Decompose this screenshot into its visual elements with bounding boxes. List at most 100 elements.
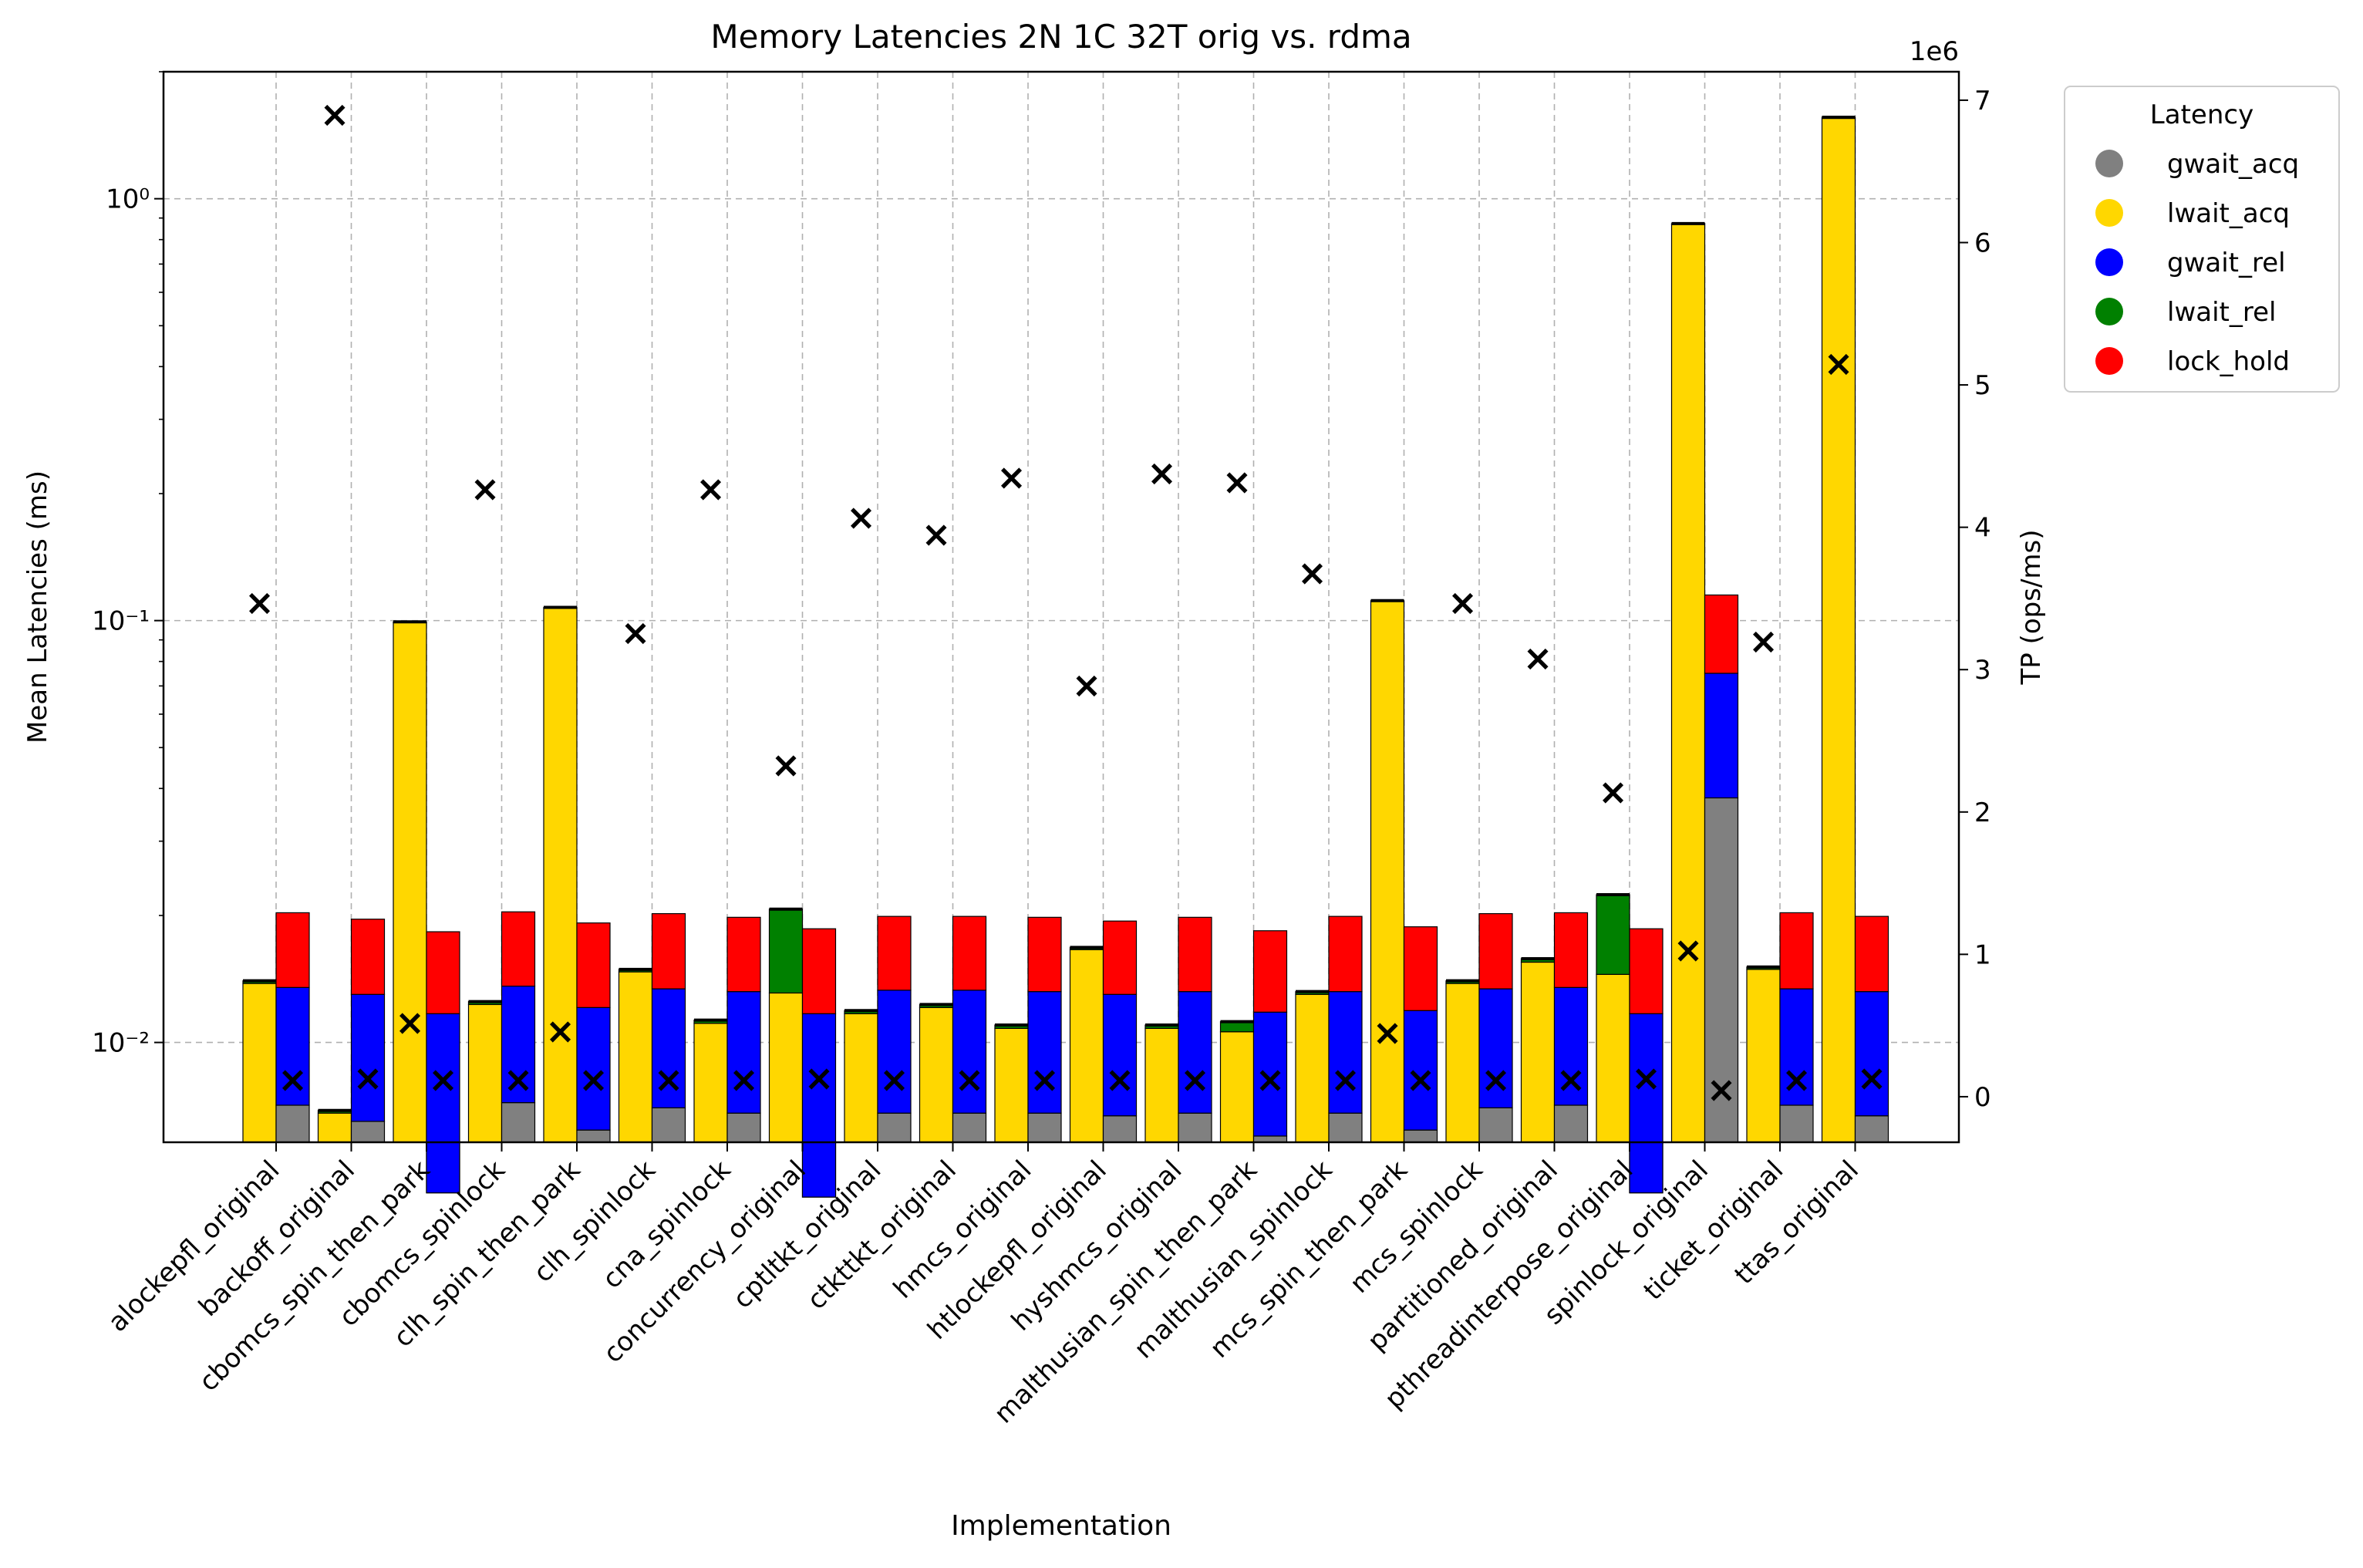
bar-rdma-gwait-rel	[1704, 673, 1739, 799]
throughput-marker-orig: ×	[395, 1002, 425, 1044]
bar-rdma-gwait-rel	[1779, 988, 1814, 1106]
bar-rdma-gwait-acq	[877, 1112, 912, 1143]
throughput-marker-orig: ×	[1523, 637, 1553, 679]
bar-rdma-lock-hold	[1102, 920, 1138, 995]
bar-rdma-gwait-acq	[1403, 1129, 1438, 1143]
bar-rdma-gwait-rel	[1102, 993, 1138, 1117]
bar-rdma-lock-hold	[1779, 912, 1814, 990]
y-right-tick-label: 4	[1974, 513, 1991, 544]
throughput-marker-rdma: ×	[804, 1057, 834, 1099]
bar-rdma-gwait-rel	[877, 990, 912, 1114]
throughput-marker-orig: ×	[696, 467, 726, 509]
throughput-marker-rdma: ×	[1707, 1068, 1737, 1110]
bar-rdma-gwait-acq	[501, 1102, 536, 1143]
throughput-marker-orig: ×	[244, 582, 275, 623]
bar-rdma-lock-hold	[1252, 930, 1288, 1013]
plot-frame	[162, 70, 1960, 1144]
throughput-marker-rdma: ×	[428, 1058, 458, 1100]
throughput-marker-orig: ×	[922, 514, 952, 555]
bar-rdma-lock-hold	[275, 912, 310, 988]
bar-rdma-gwait-rel	[275, 986, 310, 1106]
throughput-marker-rdma: ×	[1105, 1058, 1135, 1100]
legend-label: lwait_rel	[2167, 297, 2276, 328]
bar-rdma-gwait-rel	[726, 991, 761, 1114]
throughput-marker-rdma: ×	[1556, 1058, 1586, 1100]
bar-rdma-lock-hold	[1478, 912, 1513, 990]
y-right-tick-label: 7	[1974, 86, 1991, 116]
throughput-marker-orig: ×	[1222, 460, 1252, 502]
throughput-markers: ××××××××××××××××××××××××××××××××××××××××…	[244, 93, 1886, 1110]
bar-rdma-lock-hold	[1553, 912, 1589, 988]
throughput-marker-rdma: ×	[504, 1058, 534, 1100]
x-tick-label: cna_spinlock	[597, 1155, 737, 1295]
bar-rdma-gwait-acq	[576, 1129, 611, 1143]
bar-rdma-lock-hold	[426, 931, 460, 1014]
bar-orig-lwait-acq	[543, 607, 578, 1143]
legend-frame	[2064, 86, 2340, 393]
y-right-tick-label: 2	[1974, 797, 1991, 828]
y-right-tick-label: 0	[1974, 1082, 1991, 1113]
legend-swatch	[2095, 298, 2123, 325]
bar-orig-lwait-acq	[393, 622, 427, 1143]
throughput-marker-rdma: ×	[578, 1058, 608, 1100]
throughput-marker-orig: ×	[1598, 771, 1628, 813]
bar-orig-lwait-rel	[768, 909, 804, 994]
bar-orig-lwait-acq	[844, 1013, 878, 1143]
bar-rdma-gwait-acq	[952, 1112, 987, 1143]
bar-orig-lwait-acq	[1746, 969, 1781, 1143]
throughput-marker-rdma: ×	[1180, 1058, 1210, 1100]
bar-rdma-gwait-acq	[1704, 797, 1739, 1143]
bar-rdma-gwait-rel	[501, 985, 536, 1104]
bar-orig-lwait-acq	[242, 983, 277, 1143]
bar-rdma-gwait-acq	[1854, 1115, 1889, 1143]
throughput-marker-orig: ×	[1373, 1012, 1403, 1054]
bar-orig-lwait-acq	[693, 1023, 728, 1143]
bar-orig-lwait-acq	[1596, 973, 1630, 1143]
legend-label: gwait_rel	[2167, 248, 2286, 278]
throughput-marker-rdma: ×	[1406, 1058, 1436, 1100]
right-axis-offset-text: 1e6	[1910, 36, 1959, 67]
bar-rdma-gwait-rel	[350, 993, 386, 1122]
throughput-marker-orig: ×	[846, 496, 876, 538]
bar-orig-lwait-acq	[1295, 993, 1330, 1143]
bar-rdma-gwait-acq	[1553, 1104, 1589, 1143]
throughput-marker-rdma: ×	[729, 1058, 759, 1100]
throughput-marker-rdma: ×	[1030, 1058, 1060, 1100]
bar-rdma-lock-hold	[1328, 916, 1363, 993]
throughput-marker-rdma: ×	[1857, 1057, 1887, 1099]
bar-orig-lwait-acq	[1370, 601, 1405, 1143]
throughput-marker-rdma: ×	[1782, 1058, 1812, 1100]
bar-rdma-lock-hold	[877, 916, 912, 991]
throughput-marker-rdma: ×	[955, 1058, 985, 1100]
bar-rdma-lock-hold	[501, 911, 536, 987]
bar-rdma-lock-hold	[1854, 916, 1889, 993]
bar-rdma-gwait-acq	[1779, 1104, 1814, 1143]
bar-rdma-gwait-acq	[275, 1104, 310, 1143]
bar-rdma-gwait-rel	[952, 990, 987, 1114]
throughput-marker-rdma: ×	[1256, 1058, 1286, 1100]
bar-rdma-lock-hold	[1704, 594, 1739, 674]
bar-rdma-gwait-acq	[651, 1107, 686, 1143]
throughput-marker-rdma: ×	[1631, 1057, 1661, 1099]
throughput-marker-rdma: ×	[1481, 1058, 1511, 1100]
bar-rdma-gwait-rel	[426, 1013, 460, 1194]
bar-rdma-lock-hold	[1629, 928, 1664, 1014]
throughput-marker-orig: ×	[545, 1010, 575, 1052]
throughput-marker-orig: ×	[320, 93, 350, 135]
throughput-marker-orig: ×	[621, 612, 651, 653]
y-tick-label: 10⁻¹	[92, 606, 150, 637]
throughput-marker-orig: ×	[1297, 551, 1327, 593]
bar-rdma-lock-hold	[801, 928, 837, 1014]
bar-orig-lwait-acq	[1069, 949, 1104, 1143]
throughput-marker-orig: ×	[1072, 664, 1102, 706]
bar-rdma-gwait-acq	[726, 1112, 761, 1143]
bar-rdma-gwait-rel	[1252, 1011, 1288, 1137]
throughput-marker-rdma: ×	[278, 1058, 308, 1100]
bar-rdma-gwait-rel	[1854, 991, 1889, 1117]
x-tick-label: mcs_spinlock	[1344, 1155, 1489, 1300]
chart-title: Memory Latencies 2N 1C 32T orig vs. rdma	[710, 18, 1411, 56]
legend-label: gwait_acq	[2167, 149, 2299, 180]
bar-orig-lwait-acq	[919, 1007, 954, 1143]
